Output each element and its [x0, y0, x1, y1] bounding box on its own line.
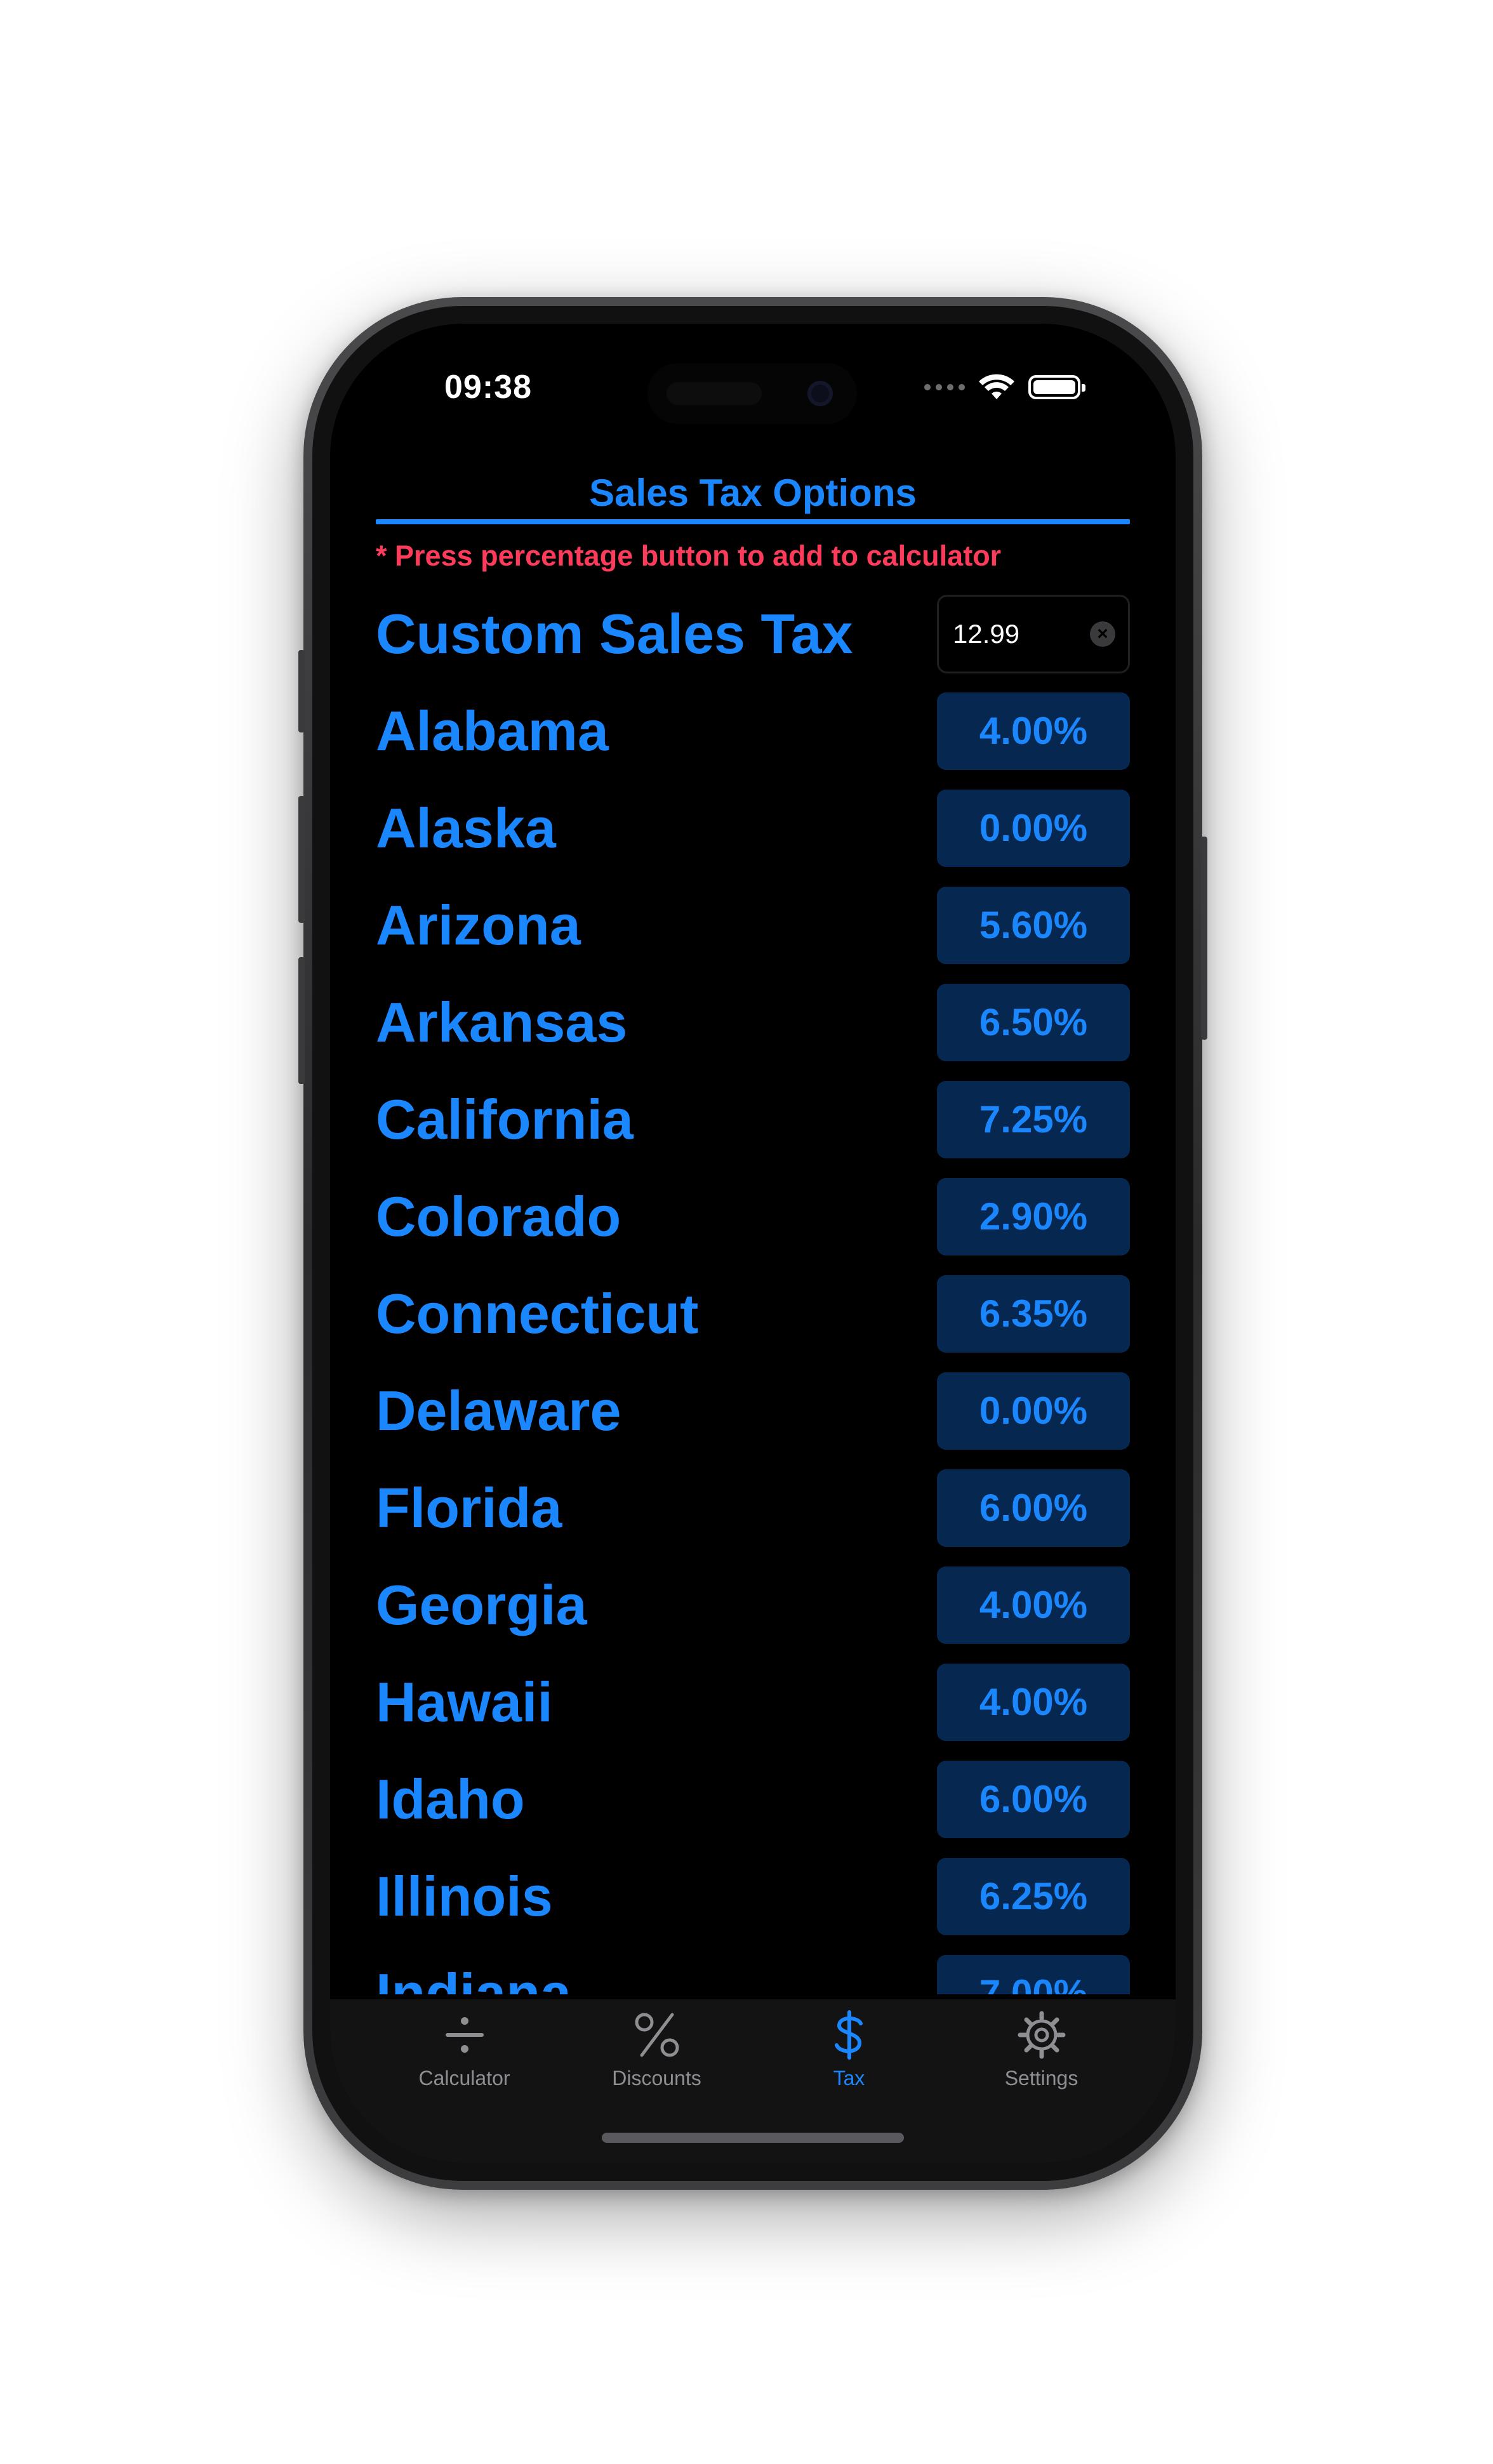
dynamic-island — [647, 363, 857, 424]
camera-icon — [807, 381, 833, 406]
state-name: Indiana — [376, 1961, 572, 1995]
percent-icon — [632, 2006, 682, 2064]
tab-settings[interactable]: Settings — [945, 1999, 1138, 2163]
title-divider — [376, 519, 1130, 524]
cellular-signal-icon — [924, 384, 965, 390]
state-row: Alaska 0.00% — [376, 779, 1130, 877]
state-name: Idaho — [376, 1767, 525, 1831]
state-row: Alabama 4.00% — [376, 682, 1130, 779]
screen: 09:38 Sales Tax Options * Press percenta… — [330, 324, 1176, 2163]
tax-rate-button[interactable]: 7.25% — [937, 1080, 1130, 1158]
tax-rate-button[interactable]: 0.00% — [937, 789, 1130, 867]
state-name: Florida — [376, 1476, 562, 1539]
tax-rate-button[interactable]: 6.35% — [937, 1275, 1130, 1353]
state-row: Idaho 6.00% — [376, 1751, 1130, 1848]
tab-label: Tax — [833, 2067, 865, 2090]
island-sensor — [667, 382, 762, 405]
custom-tax-input[interactable] — [952, 618, 1090, 650]
tab-label: Discounts — [612, 2067, 701, 2090]
state-name: California — [376, 1087, 634, 1151]
state-name: Delaware — [376, 1379, 621, 1442]
battery-icon — [1028, 375, 1085, 399]
state-name: Alaska — [376, 796, 556, 859]
state-row: Illinois 6.25% — [376, 1848, 1130, 1945]
state-row: Delaware 0.00% — [376, 1362, 1130, 1459]
volume-up-button — [298, 796, 305, 923]
tax-rate-button[interactable]: 6.00% — [937, 1469, 1130, 1547]
divide-icon — [439, 2006, 490, 2064]
state-name: Illinois — [376, 1864, 553, 1928]
tax-rate-button[interactable]: 0.00% — [937, 1372, 1130, 1450]
dollar-icon — [824, 2006, 875, 2064]
custom-tax-field[interactable]: × — [937, 594, 1130, 673]
state-name: Connecticut — [376, 1282, 699, 1345]
state-row: Hawaii 4.00% — [376, 1653, 1130, 1751]
tax-rate-button[interactable]: 4.00% — [937, 692, 1130, 770]
state-row: Indiana 7.00% — [376, 1945, 1130, 1994]
tab-calculator[interactable]: Calculator — [368, 1999, 561, 2163]
custom-tax-label: Custom Sales Tax — [376, 602, 853, 665]
volume-down-button — [298, 957, 305, 1084]
instruction-hint: * Press percentage button to add to calc… — [376, 540, 1002, 572]
tax-rate-button[interactable]: 4.00% — [937, 1566, 1130, 1644]
state-row: Colorado 2.90% — [376, 1168, 1130, 1265]
tax-rate-button[interactable]: 6.00% — [937, 1760, 1130, 1838]
state-row: Arkansas 6.50% — [376, 974, 1130, 1071]
page-title: Sales Tax Options — [589, 472, 917, 514]
home-indicator — [602, 2133, 904, 2143]
state-name: Alabama — [376, 699, 609, 762]
tax-rate-button[interactable]: 4.00% — [937, 1663, 1130, 1741]
state-name: Georgia — [376, 1573, 587, 1636]
tax-list[interactable]: Custom Sales Tax × Alabama 4.00% Alaska 0.0… — [376, 585, 1130, 1994]
tab-tax[interactable]: Tax — [753, 1999, 945, 2163]
gear-icon — [1016, 2006, 1067, 2064]
state-name: Colorado — [376, 1184, 621, 1248]
action-button — [298, 650, 305, 732]
clear-icon[interactable]: × — [1090, 621, 1115, 647]
status-time: 09:38 — [444, 369, 532, 406]
power-button — [1201, 837, 1207, 1040]
tax-rate-button[interactable]: 2.90% — [937, 1177, 1130, 1255]
tab-discounts[interactable]: Discounts — [561, 1999, 753, 2163]
state-name: Arkansas — [376, 990, 628, 1054]
status-indicators — [924, 373, 1085, 401]
state-row: Georgia 4.00% — [376, 1556, 1130, 1653]
wifi-icon — [979, 374, 1014, 399]
custom-tax-row: Custom Sales Tax × — [376, 585, 1130, 682]
state-row: Connecticut 6.35% — [376, 1265, 1130, 1362]
tax-rate-button[interactable]: 6.25% — [937, 1857, 1130, 1935]
tax-rate-button[interactable]: 7.00% — [937, 1954, 1130, 1994]
tax-rate-button[interactable]: 6.50% — [937, 983, 1130, 1061]
tax-rate-button[interactable]: 5.60% — [937, 886, 1130, 964]
state-name: Hawaii — [376, 1670, 553, 1733]
state-row: Florida 6.00% — [376, 1459, 1130, 1556]
state-name: Arizona — [376, 893, 581, 957]
state-row: California 7.25% — [376, 1071, 1130, 1168]
tab-label: Settings — [1004, 2067, 1078, 2090]
state-row: Arizona 5.60% — [376, 877, 1130, 974]
tab-label: Calculator — [418, 2067, 510, 2090]
